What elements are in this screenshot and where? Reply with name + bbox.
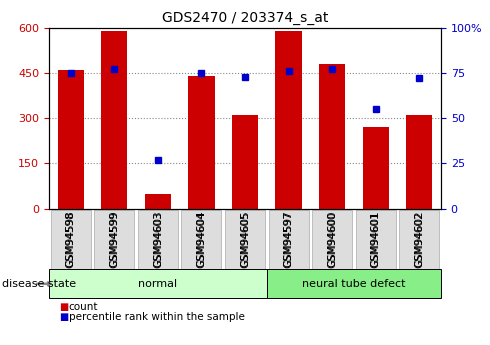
Text: GSM94602: GSM94602: [414, 210, 424, 267]
Text: GSM94602: GSM94602: [414, 211, 424, 268]
Text: disease state: disease state: [2, 279, 76, 289]
Bar: [188, 76, 215, 209]
Text: GSM94597: GSM94597: [284, 211, 294, 268]
Text: count: count: [69, 302, 98, 312]
Text: GSM94599: GSM94599: [109, 211, 120, 268]
Text: GSM94598: GSM94598: [66, 210, 76, 267]
Bar: [275, 31, 302, 209]
Text: GSM94600: GSM94600: [327, 210, 337, 267]
Text: GSM94597: GSM94597: [284, 210, 294, 267]
Text: ■: ■: [59, 302, 68, 312]
Text: GSM94604: GSM94604: [196, 211, 206, 268]
Text: GSM94605: GSM94605: [240, 210, 250, 267]
Bar: [145, 194, 171, 209]
Text: GSM94605: GSM94605: [240, 211, 250, 268]
Text: GSM94599: GSM94599: [109, 210, 120, 267]
Text: ■: ■: [59, 313, 68, 322]
Text: GSM94603: GSM94603: [153, 210, 163, 267]
Bar: [101, 31, 127, 209]
Bar: [363, 127, 389, 209]
Bar: [406, 115, 432, 209]
Bar: [319, 64, 345, 209]
Text: GSM94598: GSM94598: [66, 211, 76, 268]
Bar: [58, 70, 84, 209]
Text: normal: normal: [138, 279, 177, 289]
Bar: [232, 115, 258, 209]
Text: GSM94601: GSM94601: [370, 211, 381, 268]
Text: GSM94601: GSM94601: [370, 210, 381, 267]
Title: GDS2470 / 203374_s_at: GDS2470 / 203374_s_at: [162, 11, 328, 25]
Text: neural tube defect: neural tube defect: [302, 279, 406, 289]
Text: percentile rank within the sample: percentile rank within the sample: [69, 313, 245, 322]
Text: GSM94603: GSM94603: [153, 211, 163, 268]
Text: GSM94604: GSM94604: [196, 210, 206, 267]
Text: GSM94600: GSM94600: [327, 211, 337, 268]
